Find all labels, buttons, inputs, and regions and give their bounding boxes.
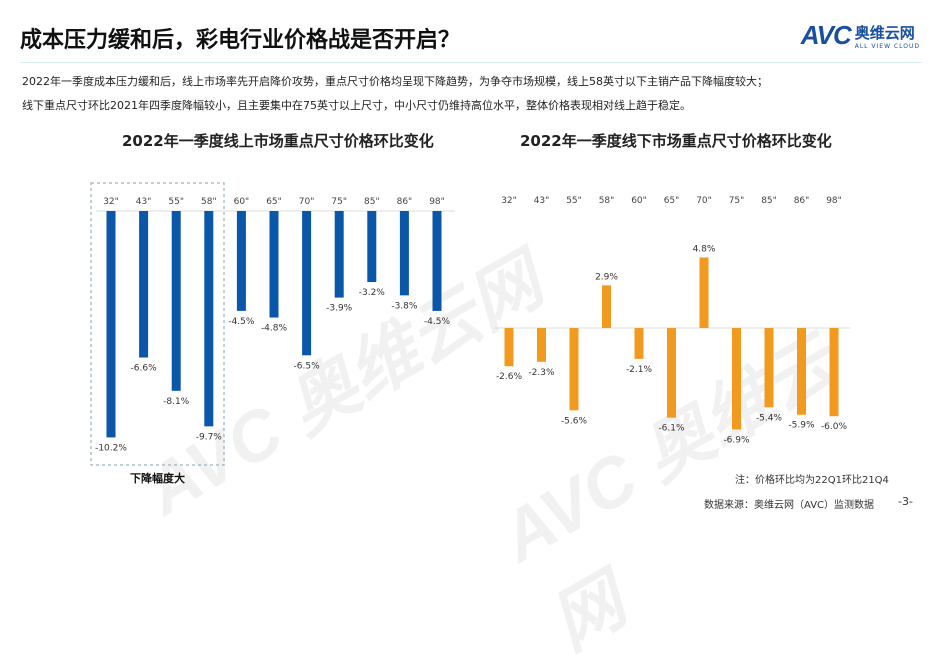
data-label: -2.1% [626, 365, 653, 375]
bar [236, 211, 246, 311]
description-line: 2022年一季度成本压力缓和后，线上市场率先开启降价攻势，重点尺寸价格均呈现下降… [22, 75, 768, 88]
bar [764, 328, 774, 408]
bar [399, 211, 409, 296]
bar [537, 328, 546, 362]
bar [432, 211, 442, 311]
data-label: -8.1% [163, 397, 190, 407]
bar [302, 211, 312, 356]
data-label: -6.6% [131, 364, 158, 374]
category-label: 75" [729, 196, 745, 206]
category-label: 65" [266, 197, 282, 207]
category-label: 70" [696, 196, 712, 206]
data-label: -5.4% [756, 413, 783, 423]
category-label: 98" [826, 196, 842, 206]
category-label: 85" [761, 196, 777, 206]
category-label: 58" [599, 196, 615, 206]
description: 2022年一季度成本压力缓和后，线上市场率先开启降价攻势，重点尺寸价格均呈现下降… [22, 70, 768, 118]
category-label: 85" [364, 197, 380, 207]
category-label: 32" [501, 196, 517, 206]
category-label: 55" [566, 196, 582, 206]
charts-canvas: 32" -10.2% 43" -6.6% 55" -8.1% 58" -9.7% 60" -4.5… [90, 182, 850, 466]
data-label: -6.1% [658, 424, 685, 434]
category-label: 86" [794, 196, 810, 206]
data-label: -3.2% [359, 288, 386, 298]
page-number: -3- [898, 495, 913, 508]
category-label: 98" [429, 197, 445, 207]
data-label: 4.8% [693, 244, 716, 254]
bar [334, 211, 344, 298]
bar [569, 328, 579, 411]
note: 注：价格环比均为22Q1环比21Q4 [735, 475, 889, 486]
data-label: -3.9% [326, 304, 353, 314]
bar [367, 211, 377, 283]
category-label: 60" [631, 196, 647, 206]
category-label: 65" [664, 196, 680, 206]
bar [204, 211, 214, 427]
category-label: 75" [331, 197, 347, 207]
bar [797, 328, 806, 415]
bar [269, 211, 279, 318]
bar [699, 257, 709, 328]
data-label: -10.2% [95, 443, 127, 453]
category-label: 32" [103, 197, 119, 207]
data-label: -6.0% [821, 422, 848, 432]
category-label: 43" [534, 196, 550, 206]
data-label: -4.8% [261, 324, 288, 334]
bar [106, 211, 116, 438]
chart-title-offline: 2022年一季度线下市场重点尺寸价格环比变化 [520, 132, 832, 150]
chart-title-online: 2022年一季度线上市场重点尺寸价格环比变化 [122, 132, 434, 150]
highlight-box [90, 182, 225, 466]
data-label: -2.3% [528, 368, 555, 378]
bar [139, 211, 149, 358]
data-label: -4.5% [228, 317, 255, 327]
category-label: 43" [136, 197, 152, 207]
data-label: -9.7% [196, 432, 223, 442]
bar [667, 328, 676, 418]
category-label: 70" [299, 197, 315, 207]
data-source: 数据来源：奥维云网（AVC）监测数据 [704, 500, 875, 511]
data-label: -5.9% [788, 421, 815, 431]
data-label: -3.8% [391, 301, 418, 311]
bar [602, 285, 611, 328]
description-line: 线下重点尺寸环比2021年四季度降幅较小，且主要集中在75英寸以上尺寸，中小尺寸… [22, 99, 691, 112]
bar [634, 328, 644, 359]
category-label: 60" [234, 197, 250, 207]
data-label: 2.9% [595, 272, 618, 282]
category-label: 86" [397, 197, 413, 207]
data-label: -2.6% [496, 372, 523, 382]
header-divider [20, 62, 922, 63]
highlight-label: 下降幅度大 [130, 472, 185, 485]
page-title: 成本压力缓和后，彩电行业价格战是否开启？ [20, 28, 461, 53]
bar [171, 211, 181, 391]
data-label: -4.5% [424, 317, 451, 327]
data-label: -6.5% [294, 361, 321, 371]
data-label: -5.6% [561, 416, 588, 426]
category-label: 55" [168, 197, 184, 207]
bar [829, 328, 839, 417]
data-label: -6.9% [723, 435, 750, 445]
bar [732, 328, 741, 430]
category-label: 58" [201, 197, 217, 207]
avc-logo: AVC 奥维云网 ALL VIEW CLOUD [800, 20, 920, 50]
bar [504, 328, 514, 367]
